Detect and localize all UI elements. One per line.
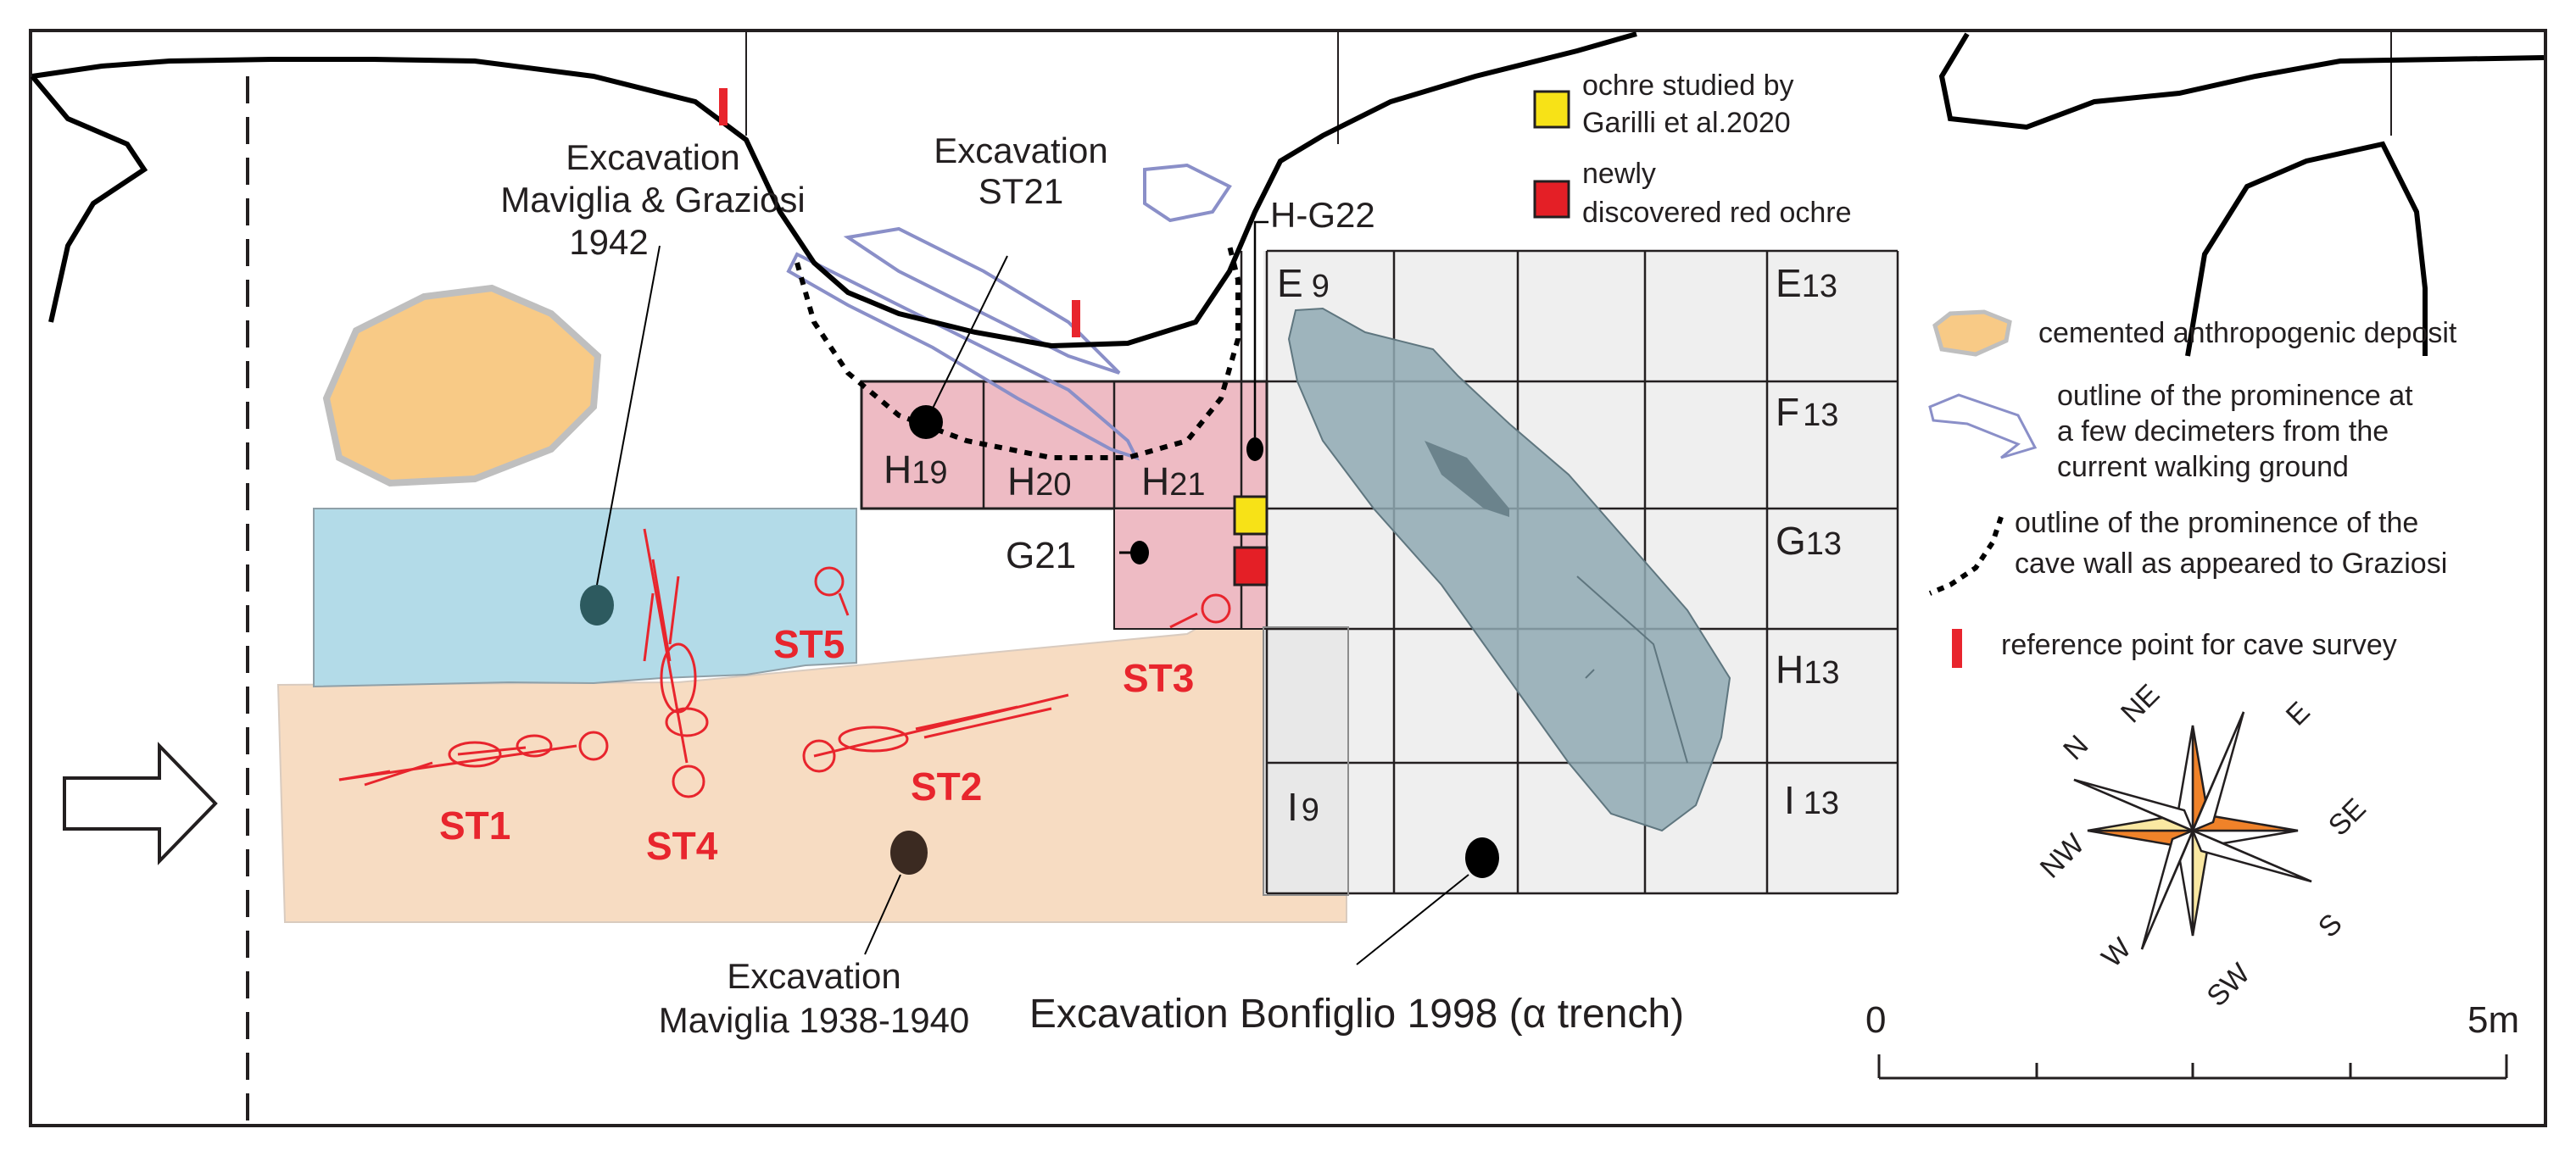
cave-wall-right — [1938, 32, 2545, 131]
label-1942-line3: 1942 — [569, 222, 648, 262]
burial-st5-label: ST5 — [773, 622, 845, 666]
legend-ochre-studied-line2: Garilli et al.2020 — [1582, 107, 1791, 139]
ochre-new-marker — [1233, 546, 1268, 587]
cave-wall-pillar — [2185, 141, 2428, 357]
label-g21: G21 — [1006, 535, 1076, 576]
burial-st2-label: ST2 — [911, 765, 982, 809]
square-h19-label: H19 — [884, 448, 948, 492]
legend-cemented-swatch — [1932, 309, 2012, 357]
excavation-1938-dot — [890, 831, 928, 875]
burial-st4-label: ST4 — [646, 824, 718, 868]
legend-prominence-walking-swatch — [1928, 393, 2038, 459]
excavation-1942-dot — [580, 585, 614, 626]
skeleton-st2 — [802, 693, 1069, 773]
skeleton-st4 — [643, 528, 709, 798]
leader-1942 — [596, 245, 661, 586]
label-1938-line2: Maviglia 1938-1940 — [659, 1000, 970, 1040]
reference-point-2 — [1072, 300, 1080, 337]
scale-end-label: 5m — [2467, 999, 2519, 1041]
reference-point-1 — [719, 88, 728, 125]
skeleton-st5 — [814, 566, 850, 616]
legend-graziosi-line2: cave wall as appeared to Graziosi — [2015, 548, 2447, 580]
legend-cemented-text: cemented anthropogenic deposit — [2038, 317, 2457, 349]
entrance-arrow-icon — [63, 742, 218, 865]
legend-ochre-studied-line1: ochre studied by — [1582, 70, 1794, 102]
scale-start-label: 0 — [1865, 999, 1886, 1041]
prominence-outline-2 — [843, 226, 1121, 375]
legend-ochre-new-line1: newly — [1582, 158, 1656, 190]
prominence-outline-3 — [1143, 163, 1232, 223]
cemented-deposit — [322, 284, 602, 487]
square-e13-label: E13 — [1776, 261, 1837, 305]
ochre-studied-marker — [1233, 495, 1268, 536]
label-hg22: H-G22 — [1270, 195, 1375, 235]
square-g13-label: G13 — [1776, 519, 1842, 563]
square-f13-label: F 13 — [1776, 390, 1838, 434]
leader-1938 — [864, 874, 901, 955]
scale-bar — [1877, 1054, 2508, 1080]
legend-ochre-new-line2: discovered red ochre — [1582, 197, 1852, 229]
leader-hg22 — [1253, 220, 1268, 437]
cave-wall-left — [30, 75, 148, 323]
trench-deep-part — [1425, 441, 1509, 517]
label-st21-line1: Excavation — [934, 131, 1107, 170]
label-1942-line2: Maviglia & Graziosi — [500, 180, 805, 220]
grid-area-extension — [1263, 627, 1348, 895]
excavation-1998-dot — [1465, 837, 1499, 878]
legend-prominence-walking-line3: current walking ground — [2057, 451, 2349, 483]
legend-graziosi-line1: outline of the prominence of the — [2015, 507, 2418, 539]
leader-st21 — [925, 255, 1008, 423]
legend-prominence-walking-line2: a few decimeters from the — [2057, 415, 2389, 448]
compass-rose-icon — [2073, 711, 2312, 950]
leader-1998 — [1356, 874, 1469, 965]
trench-crack — [1576, 576, 1688, 764]
grid-area-extension-outline — [1263, 626, 1349, 896]
square-h13-label: H13 — [1776, 648, 1840, 692]
label-1998: Excavation Bonfiglio 1998 (α trench) — [1029, 992, 1684, 1037]
square-h20-label: H20 — [1007, 459, 1072, 503]
legend-prominence-walking-line1: outline of the prominence at — [2057, 380, 2413, 412]
skeleton-st1 — [338, 731, 609, 787]
square-i13-label: I 13 — [1784, 778, 1839, 822]
cave-wall-line — [31, 31, 1637, 349]
square-h21-label: H21 — [1141, 459, 1206, 503]
legend-ochre-studied-swatch — [1533, 90, 1570, 129]
legend-graziosi-swatch — [1928, 516, 2004, 596]
skeleton-st3 — [1169, 593, 1231, 629]
burial-st3-label: ST3 — [1123, 656, 1194, 700]
square-hg22-dot — [1246, 437, 1263, 461]
legend-ochre-new-swatch — [1533, 180, 1570, 219]
trench-alpha — [1287, 307, 1731, 832]
legend-reference-swatch — [1952, 629, 1962, 668]
label-1942-line1: Excavation — [566, 137, 739, 177]
legend-reference-text: reference point for cave survey — [2001, 629, 2397, 661]
excavation-area-st21 — [860, 380, 1268, 510]
label-1938-line1: Excavation — [727, 956, 900, 996]
graziosi-outline — [795, 245, 1241, 460]
burial-st1-label: ST1 — [439, 803, 510, 848]
label-st21-line2: ST21 — [979, 171, 1063, 211]
